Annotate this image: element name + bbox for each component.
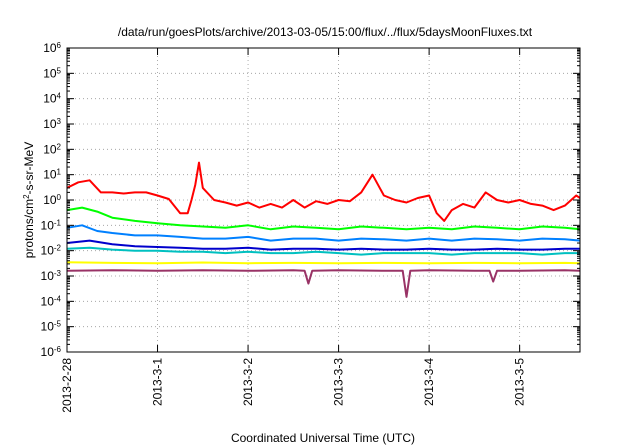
series-group — [66, 161, 581, 298]
y-tick-exponent: -3 — [54, 269, 62, 278]
y-tick-exponent: -5 — [54, 319, 62, 328]
series-line-5 — [66, 239, 580, 251]
x-tick-label: 2013-3-3 — [332, 358, 346, 406]
x-tick-label: 2013-3-4 — [422, 358, 436, 406]
series-line-2 — [66, 206, 581, 231]
y-tick-base: 10 — [43, 193, 57, 207]
y-tick-base: 10 — [43, 142, 57, 156]
y-tick-label: 103 — [43, 117, 61, 132]
y-tick-label: 10-6 — [41, 345, 62, 360]
y-axis-label-main: protons/cm — [22, 199, 36, 258]
y-tick-exponent: 0 — [57, 193, 62, 202]
y-tick-label: 100 — [43, 193, 61, 208]
y-tick-base: 10 — [41, 345, 55, 359]
series-line-1 — [66, 161, 581, 222]
series-line-7 — [66, 269, 581, 298]
y-tick-base: 10 — [41, 294, 55, 308]
y-tick-label: 104 — [43, 91, 61, 106]
y-tick-label: 106 — [43, 41, 61, 56]
y-tick-label: 10-3 — [41, 269, 62, 284]
y-tick-label: 10-5 — [41, 319, 62, 334]
y-tick-exponent: 6 — [57, 41, 62, 50]
y-tick-base: 10 — [41, 218, 55, 232]
y-tick-exponent: 5 — [57, 66, 62, 75]
y-tick-base: 10 — [41, 320, 55, 334]
y-axis-label-rest: -s-sr-MeV — [22, 142, 36, 195]
x-axis: 2013-2-28 2013-3-1 2013-3-2 2013-3-3 2013-3-… — [60, 48, 527, 413]
y-tick-exponent: -2 — [54, 243, 62, 252]
y-tick-base: 10 — [43, 117, 57, 131]
grid — [66, 47, 580, 353]
chart-title: /data/run/goesPlots/archive/2013-03-05/1… — [118, 25, 533, 39]
y-tick-exponent: 3 — [57, 117, 62, 126]
series-line-3 — [66, 224, 581, 242]
y-tick-exponent: 4 — [57, 91, 62, 100]
y-axis-label: protons/cm2-s-sr-MeV — [22, 142, 37, 258]
y-tick-exponent: -6 — [54, 345, 62, 354]
y-tick-base: 10 — [43, 92, 57, 106]
y-axis-label-sup: 2 — [22, 194, 31, 199]
y-tick-base: 10 — [43, 41, 57, 55]
y-tick-exponent: 1 — [57, 167, 62, 176]
y-tick-exponent: -1 — [54, 218, 62, 227]
y-tick-label: 10-2 — [41, 243, 62, 258]
y-tick-exponent: 2 — [57, 142, 62, 151]
x-tick-label: 2013-3-1 — [151, 358, 165, 406]
y-tick-base: 10 — [43, 168, 57, 182]
x-tick-label: 2013-2-28 — [60, 358, 74, 413]
y-tick-exponent: -4 — [54, 294, 62, 303]
y-tick-label: 10-1 — [41, 218, 62, 233]
x-tick-label: 2013-3-5 — [513, 358, 527, 406]
y-tick-label: 101 — [43, 167, 61, 182]
y-tick-base: 10 — [41, 269, 55, 283]
y-tick-label: 105 — [43, 66, 61, 81]
y-axis: 10-610-510-410-310-210-11001011021031041… — [41, 41, 580, 360]
x-tick-label: 2013-3-2 — [241, 358, 255, 406]
series-line-6 — [66, 261, 581, 265]
y-tick-label: 10-4 — [41, 294, 62, 309]
y-tick-base: 10 — [43, 66, 57, 80]
y-tick-base: 10 — [41, 244, 55, 258]
series-line-4 — [66, 246, 580, 256]
x-axis-label: Coordinated Universal Time (UTC) — [231, 431, 415, 445]
y-tick-label: 102 — [43, 142, 61, 157]
